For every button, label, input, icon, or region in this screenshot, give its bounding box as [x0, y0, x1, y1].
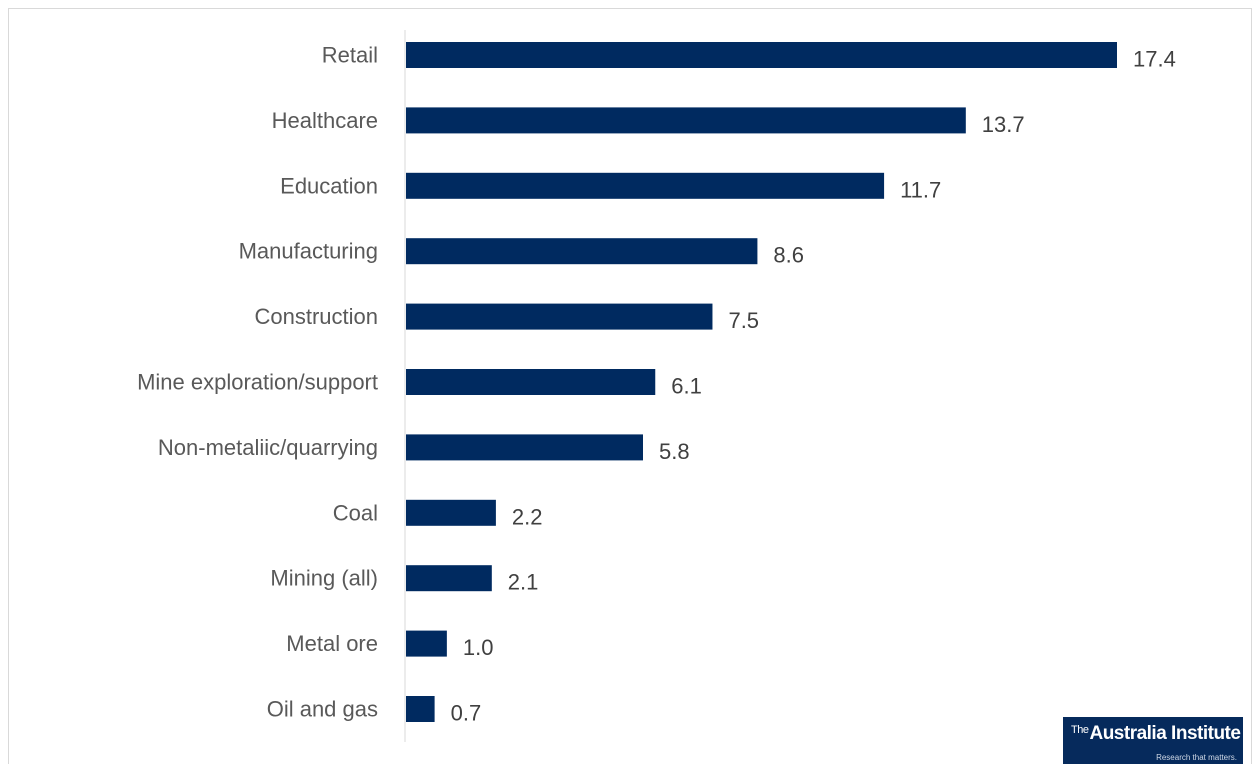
category-label: Construction [254, 304, 378, 329]
australia-institute-logo: TheAustralia Institute Research that mat… [1063, 717, 1243, 764]
category-label: Coal [333, 500, 378, 525]
value-label: 6.1 [671, 374, 702, 399]
bars-group [406, 42, 1117, 722]
value-label: 11.7 [900, 177, 941, 202]
bar-metal-ore [406, 630, 447, 657]
bar-education [406, 172, 885, 199]
category-label: Education [280, 173, 378, 198]
value-label: 13.7 [982, 112, 1025, 137]
bar-healthcare [406, 107, 966, 134]
value-label: 0.7 [451, 701, 482, 726]
bar-mining-all [406, 565, 492, 592]
bar-non-metaliic-quarrying [406, 434, 643, 461]
bar-retail [406, 42, 1117, 68]
value-label: 1.0 [463, 635, 494, 660]
logo-name: Australia Institute [1089, 723, 1241, 744]
category-label: Mine exploration/support [137, 370, 378, 395]
value-label: 2.2 [512, 504, 543, 529]
category-label: Retail [322, 43, 378, 68]
chart-frame [8, 8, 1252, 764]
category-label: Oil and gas [267, 697, 378, 722]
bar-coal [406, 499, 496, 526]
value-label: 17.4 [1133, 47, 1176, 72]
bar-oil-and-gas [406, 696, 435, 722]
category-label: Mining (all) [270, 566, 378, 591]
category-label: Metal ore [286, 631, 378, 656]
value-label: 7.5 [728, 308, 759, 333]
bar-construction [406, 303, 713, 330]
bar-manufacturing [406, 238, 758, 265]
value-label: 8.6 [773, 243, 804, 268]
value-labels-group: 17.4 13.7 11.7 8.6 7.5 6.1 5.8 2.2 2.1 1.0 0.7 [451, 47, 1176, 726]
category-label: Manufacturing [239, 239, 378, 264]
bar-mine-exploration-support [406, 369, 656, 395]
category-labels-group: Retail Healthcare Education Manufacturing Co… [137, 43, 378, 722]
value-label: 5.8 [659, 439, 690, 464]
value-label: 2.1 [508, 570, 539, 595]
category-label: Non-metaliic/quarrying [158, 435, 378, 460]
category-label: Healthcare [272, 108, 378, 133]
logo-brand: TheAustralia Institute [1071, 723, 1241, 745]
logo-tagline: Research that matters. [1156, 753, 1237, 762]
logo-prefix: The [1071, 724, 1089, 736]
